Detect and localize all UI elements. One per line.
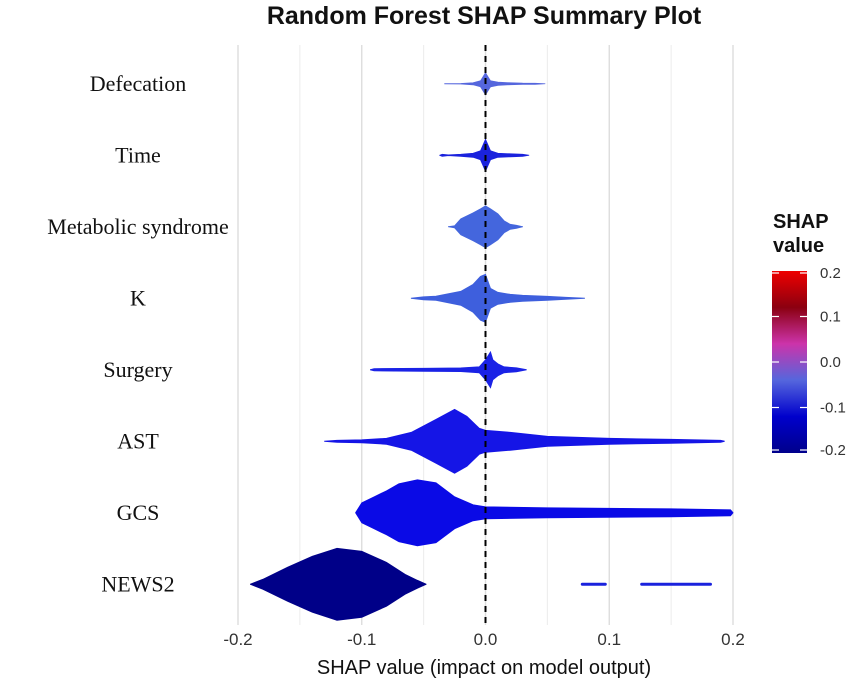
feature-label: Time	[115, 142, 161, 167]
x-tick-label: 0.1	[597, 630, 621, 649]
legend-ticks: 0.2 0.1 0.0 -0.1 -0.2	[772, 265, 846, 459]
legend-tick-label: 0.2	[820, 265, 841, 282]
legend-title-line2: value	[773, 235, 824, 257]
feature-label: AST	[117, 428, 159, 453]
chart-title: Random Forest SHAP Summary Plot	[267, 2, 702, 30]
outlier-segment	[640, 582, 712, 586]
x-tick-label: 0.0	[474, 630, 498, 649]
violin-news2	[250, 547, 427, 621]
feature-label: NEWS2	[101, 571, 174, 596]
legend-tick-label: 0.1	[820, 309, 841, 326]
legend-tick-label: 0.0	[820, 354, 841, 371]
violin-time	[439, 138, 530, 173]
feature-label: Surgery	[103, 357, 172, 382]
violin-defecation	[444, 72, 546, 96]
violin-k	[410, 273, 585, 323]
x-tick-label: -0.2	[223, 630, 252, 649]
legend-title-line1: SHAP	[773, 211, 829, 233]
feature-labels: Defecation Time Metabolic syndrome K Surgery…	[47, 71, 228, 597]
violin-layer	[250, 72, 734, 621]
violin-gcs	[355, 479, 734, 547]
feature-label: K	[130, 285, 146, 310]
feature-label: GCS	[117, 500, 160, 525]
colorbar-legend: SHAP value 0.2 0.1 0.0 -0.1 -0.2	[772, 211, 846, 459]
feature-label: Defecation	[90, 71, 187, 96]
legend-tick-label: -0.1	[820, 400, 846, 417]
x-tick-label: 0.2	[721, 630, 745, 649]
violin-ast	[324, 408, 725, 474]
x-tick-label: -0.1	[347, 630, 376, 649]
legend-tick-label: -0.2	[820, 442, 846, 459]
outlier-segment	[580, 582, 607, 586]
feature-label: Metabolic syndrome	[47, 214, 228, 239]
x-axis-ticks: -0.2 -0.1 0.0 0.1 0.2	[223, 630, 744, 649]
violin-surgery	[370, 350, 527, 389]
x-axis-label: SHAP value (impact on model output)	[317, 657, 651, 679]
